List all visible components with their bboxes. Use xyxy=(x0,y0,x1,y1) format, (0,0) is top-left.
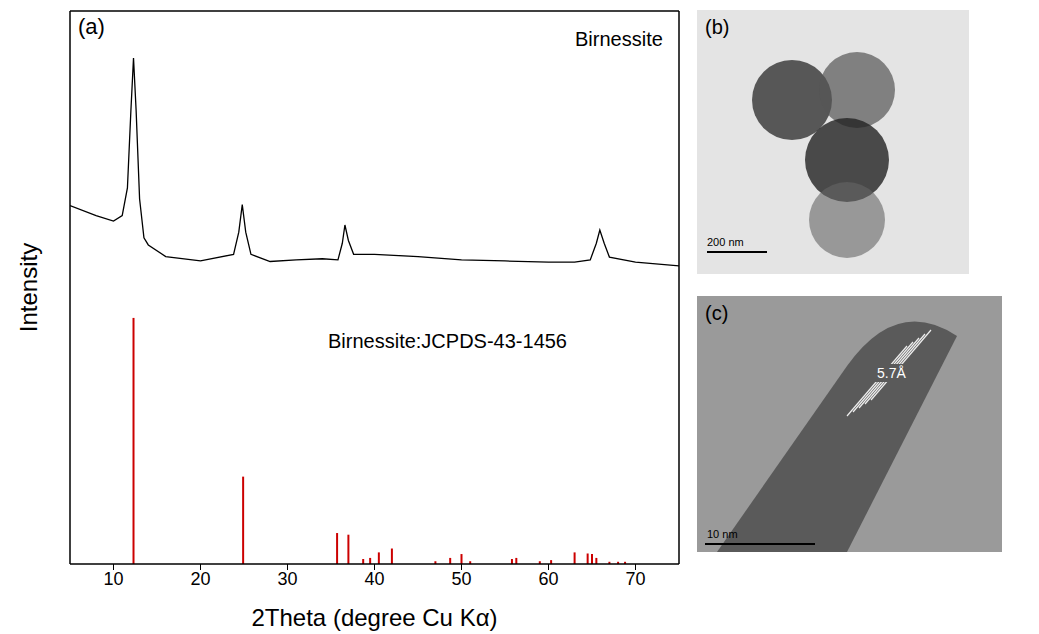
svg-text:Intensity: Intensity xyxy=(15,243,42,332)
svg-text:5.7Å: 5.7Å xyxy=(877,365,906,381)
svg-text:10: 10 xyxy=(103,569,123,589)
html-text:(a): (a) xyxy=(78,14,105,39)
svg-text:(b): (b) xyxy=(705,16,729,38)
svg-text:(c): (c) xyxy=(705,302,728,324)
svg-text:60: 60 xyxy=(538,569,558,589)
svg-text:70: 70 xyxy=(625,569,645,589)
svg-text:10 nm: 10 nm xyxy=(707,528,738,540)
svg-text:40: 40 xyxy=(364,569,384,589)
html-text:Birnessite: Birnessite xyxy=(575,28,663,50)
svg-text:200 nm: 200 nm xyxy=(707,236,744,248)
svg-text:50: 50 xyxy=(451,569,471,589)
svg-text:20: 20 xyxy=(190,569,210,589)
svg-text:2Theta (degree Cu Kα): 2Theta (degree Cu Kα) xyxy=(252,604,498,631)
svg-text:30: 30 xyxy=(277,569,297,589)
html-text:Birnessite:JCPDS-43-1456: Birnessite:JCPDS-43-1456 xyxy=(328,330,567,352)
